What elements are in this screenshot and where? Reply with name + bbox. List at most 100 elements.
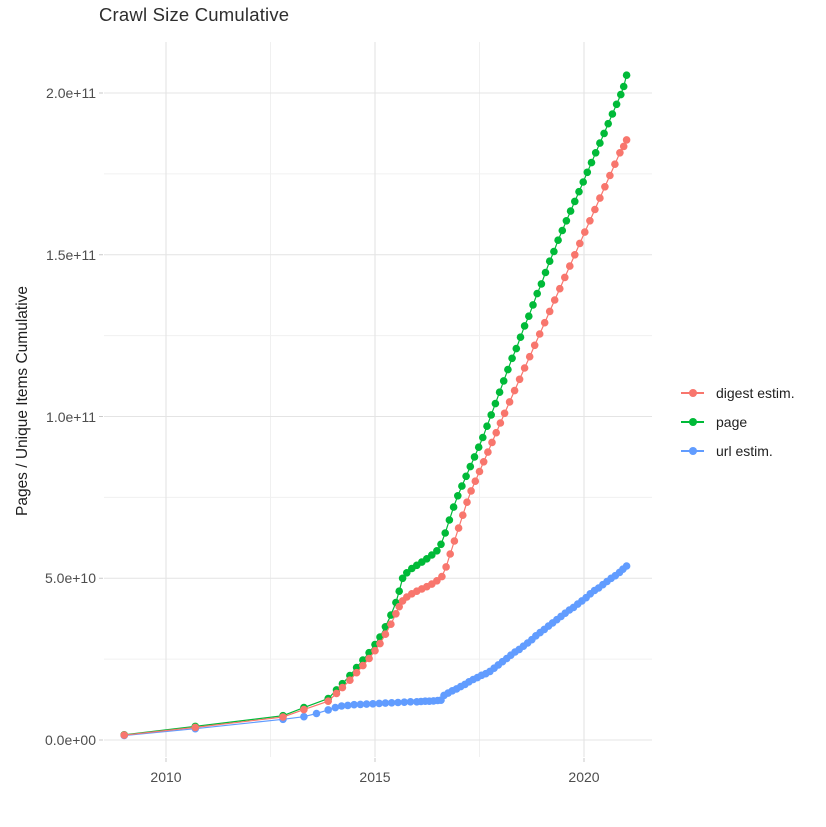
series-point	[332, 689, 341, 698]
y-tick-label: 0.0e+00	[45, 732, 96, 748]
series-point	[312, 709, 321, 718]
series-point	[352, 663, 361, 672]
series-point	[387, 620, 395, 628]
series-point	[530, 341, 539, 350]
legend-key-dot	[688, 446, 697, 455]
series-point	[576, 239, 584, 248]
series-point	[365, 648, 373, 657]
series-point	[499, 377, 508, 385]
legend-key-digest	[681, 386, 704, 400]
series-point	[359, 661, 367, 670]
series-point	[458, 482, 466, 490]
y-tick-label: 1.5e+11	[46, 246, 96, 263]
series-point	[561, 273, 569, 282]
series-point	[441, 529, 450, 537]
series-point	[505, 398, 514, 406]
series-point	[600, 129, 608, 138]
series-point	[359, 656, 367, 664]
series-point	[525, 312, 533, 321]
series-point	[459, 511, 467, 519]
series-point	[454, 492, 462, 500]
series-point	[467, 487, 475, 495]
series-point	[338, 683, 347, 692]
series-point	[622, 71, 631, 79]
series-point	[438, 572, 446, 581]
legend: digest estim. page url estim.	[681, 378, 795, 465]
series-point	[571, 251, 579, 259]
series-point	[471, 477, 480, 486]
series-point	[442, 563, 450, 571]
series-point	[191, 723, 200, 732]
series-point	[375, 699, 384, 708]
series-point	[541, 268, 550, 277]
series-point	[581, 228, 589, 236]
series-point	[550, 296, 559, 304]
y-tick-label: 5.0e+10	[45, 570, 96, 587]
series-point	[617, 90, 625, 99]
y-tick-label: 2.0e+11	[46, 85, 96, 101]
series-point	[395, 602, 404, 611]
series-point	[479, 433, 487, 442]
series-point	[475, 467, 484, 476]
series-point	[395, 587, 404, 595]
series-point	[371, 646, 379, 655]
legend-key-dot	[688, 388, 697, 397]
series-point	[484, 448, 492, 456]
series-point	[616, 149, 624, 157]
series-point	[450, 537, 459, 545]
series-point	[479, 458, 488, 466]
legend-label: page	[716, 413, 748, 430]
series-point	[587, 158, 596, 167]
series-point	[550, 247, 558, 256]
series-point	[611, 160, 619, 168]
series-point	[545, 257, 554, 266]
series-point	[508, 354, 516, 363]
series-point	[566, 262, 574, 270]
series-point	[562, 217, 571, 225]
series-point	[566, 207, 575, 215]
series-point	[350, 700, 358, 709]
series-point	[300, 712, 308, 721]
series-point	[533, 289, 541, 298]
series-point	[398, 574, 407, 583]
series-point	[604, 119, 612, 128]
series-point	[437, 540, 445, 549]
series-point	[433, 547, 441, 555]
series-point	[406, 698, 415, 706]
series-point	[381, 630, 390, 638]
series-point	[622, 562, 631, 570]
series-point	[540, 318, 549, 327]
y-tick-label: 1.0e+11	[46, 408, 96, 425]
series-point	[120, 731, 128, 739]
series-point	[483, 422, 491, 431]
legend-key-dot	[688, 417, 697, 426]
series-point	[324, 706, 333, 714]
series-point	[352, 668, 361, 677]
series-point	[510, 386, 519, 395]
series-point	[622, 136, 631, 144]
series-point	[529, 301, 537, 309]
series-point	[558, 226, 567, 235]
series-point	[488, 438, 496, 447]
series-point	[492, 428, 501, 437]
chart-title: Crawl Size Cumulative	[99, 4, 290, 25]
series-point	[500, 409, 509, 418]
series-point	[591, 205, 599, 214]
series-point	[466, 462, 475, 471]
series-point	[596, 139, 604, 147]
legend-key-page	[681, 415, 704, 429]
series-point	[583, 168, 592, 177]
series-point	[612, 100, 621, 109]
series-point	[300, 705, 308, 714]
series-point	[392, 610, 400, 618]
series-point	[445, 516, 454, 524]
series-point	[324, 697, 333, 705]
series-point	[601, 183, 609, 191]
series-point	[619, 142, 628, 151]
legend-key-url	[681, 444, 704, 458]
series-point	[463, 498, 471, 507]
series-point	[337, 702, 346, 710]
series-point	[579, 178, 587, 186]
legend-item-digest-estim: digest estim.	[681, 378, 795, 407]
